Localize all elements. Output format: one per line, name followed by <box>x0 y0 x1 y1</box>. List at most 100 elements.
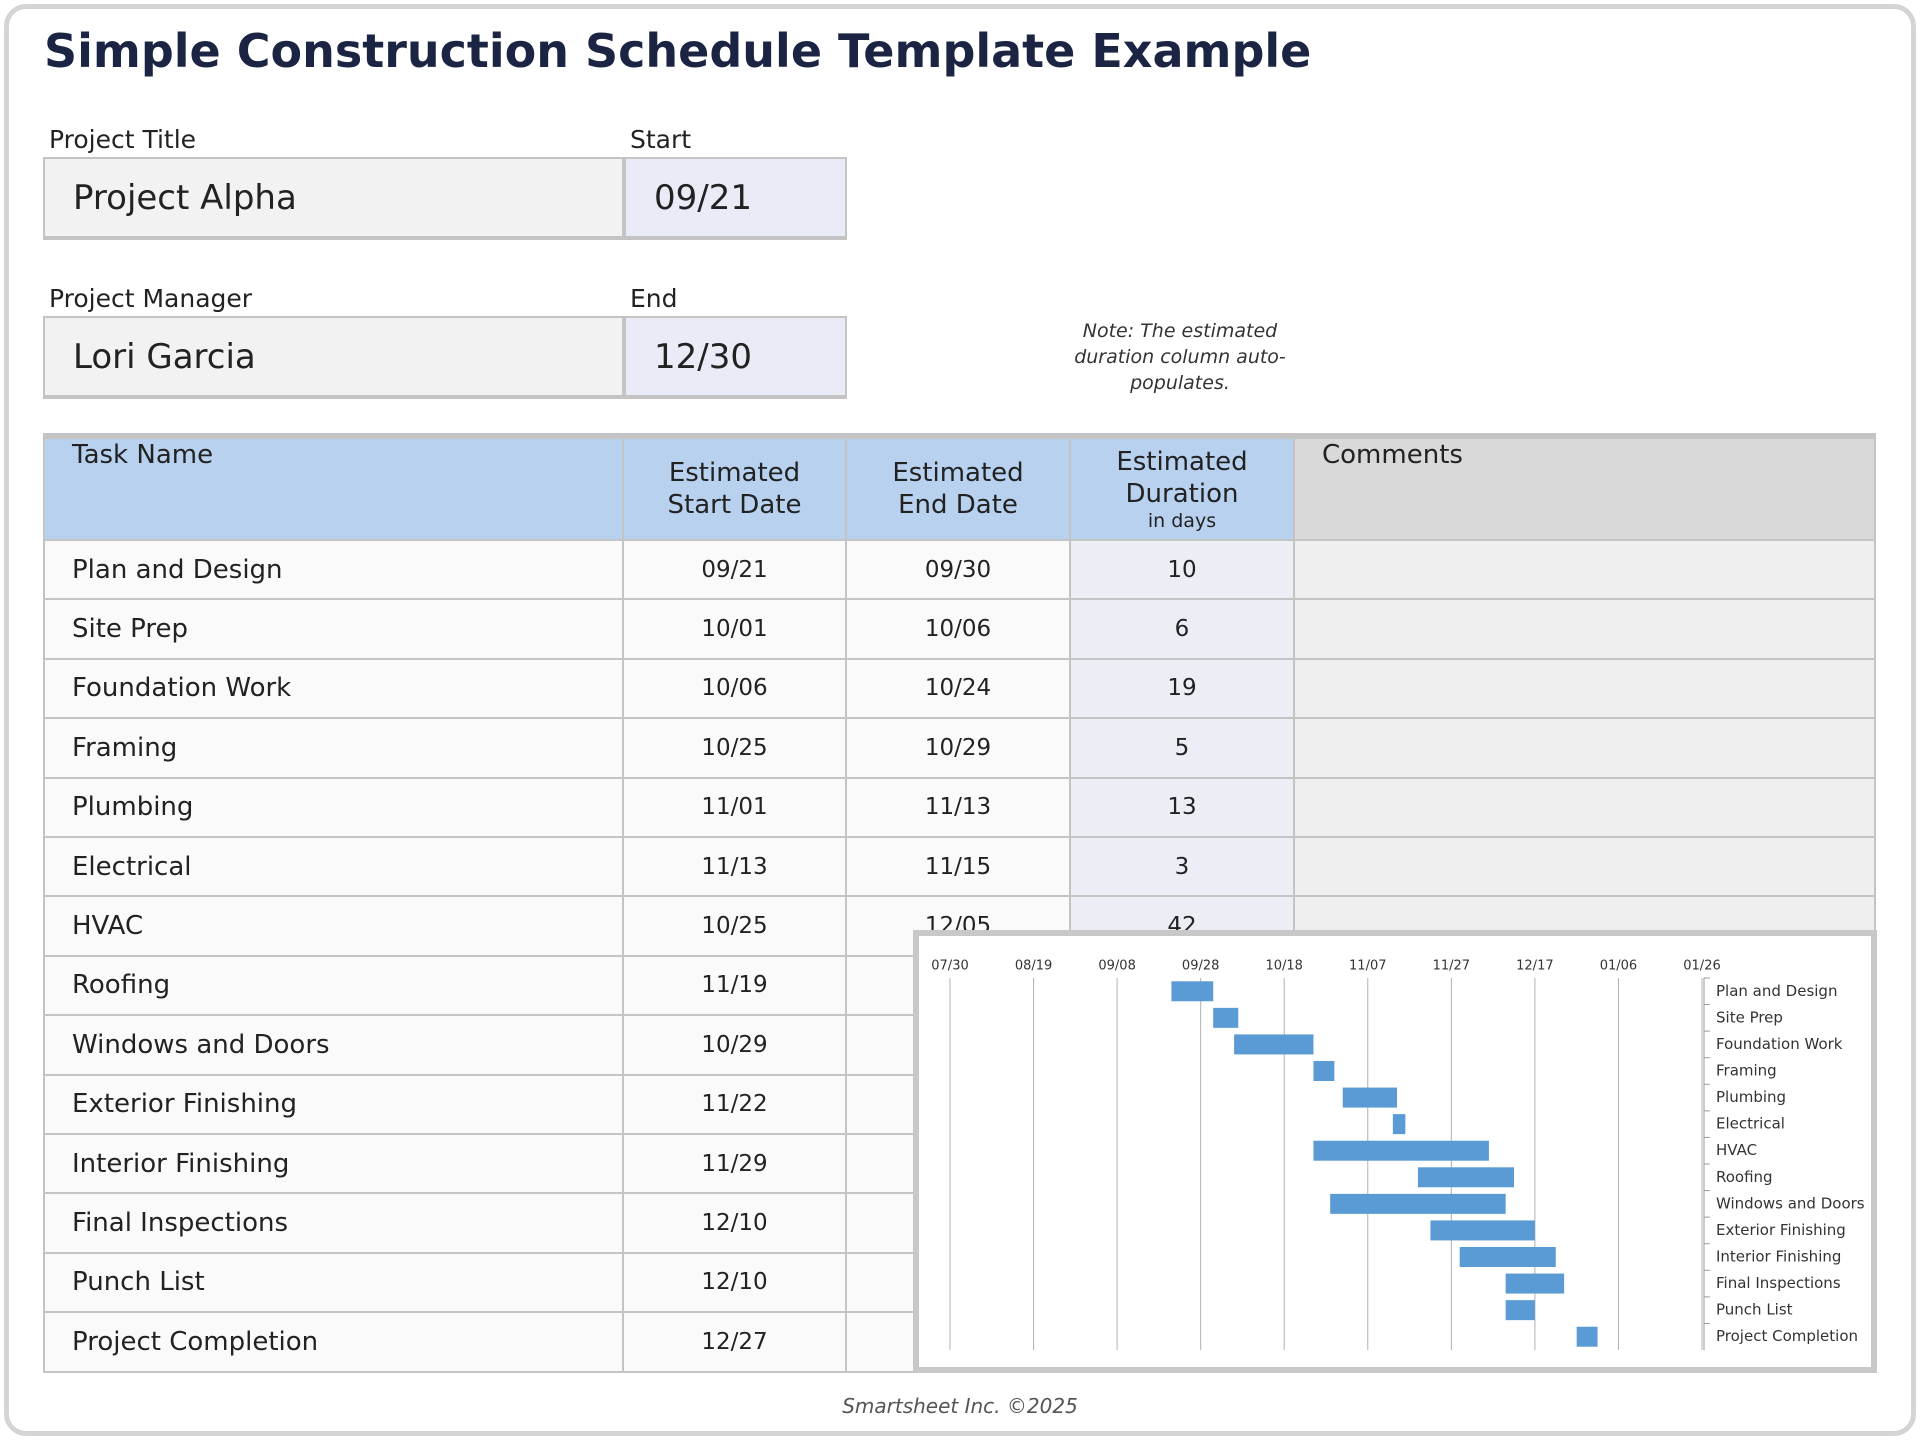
task-cell: Foundation Work <box>43 659 624 720</box>
table-cell: 5 <box>1071 719 1295 779</box>
task-cell: Interior Finishing <box>43 1135 624 1195</box>
header-cell: Estimated End Date <box>847 439 1071 541</box>
table-cell <box>1295 600 1876 660</box>
table-cell: 11/13 <box>847 778 1071 838</box>
table-cell: 10/25 <box>624 719 847 779</box>
gantt-bar <box>1392 1114 1406 1135</box>
category-label: Exterior Finishing <box>1716 1221 1846 1239</box>
gantt-bar <box>1330 1193 1506 1214</box>
category-label: Punch List <box>1716 1301 1793 1319</box>
field-label: Start <box>630 125 692 154</box>
gantt-bar <box>1505 1300 1535 1321</box>
field-value: Project Alpha <box>43 157 624 240</box>
category-label: Electrical <box>1716 1115 1785 1133</box>
category-label: Final Inspections <box>1716 1274 1841 1292</box>
frame <box>4 4 1916 1436</box>
x-tick-label: 10/18 <box>1265 959 1302 974</box>
gantt-bar <box>1417 1167 1514 1188</box>
gantt-chart: 07/30 08/19 09/08 09/28 10/18 11/07 11/27 12/17… <box>913 930 1877 1373</box>
table-cell <box>1295 838 1876 898</box>
header-cell: Estimated Start Date <box>624 439 847 541</box>
table-cell: 11/13 <box>624 838 847 898</box>
category-label: Foundation Work <box>1716 1035 1843 1053</box>
category-label: Project Completion <box>1716 1327 1858 1345</box>
header-cell: Estimated Duration in days <box>1071 439 1295 541</box>
table-cell: 10 <box>1071 541 1295 601</box>
task-cell: Final Inspections <box>43 1194 624 1254</box>
table-cell <box>1295 719 1876 779</box>
category-label: Windows and Doors <box>1716 1194 1865 1212</box>
table-cell: 11/29 <box>624 1135 847 1195</box>
gantt-bar <box>1576 1326 1598 1347</box>
field-label: Project Manager <box>49 284 253 313</box>
x-tick-label: 07/30 <box>931 959 968 974</box>
gantt-bar <box>1459 1247 1556 1267</box>
table-cell: 10/25 <box>624 897 847 957</box>
table-cell: 12/27 <box>624 1313 847 1373</box>
task-cell: HVAC <box>43 897 624 957</box>
task-cell: Framing <box>43 719 624 779</box>
category-label: Framing <box>1716 1062 1777 1080</box>
column-unit: in days <box>1147 510 1217 532</box>
table-cell: 19 <box>1071 659 1295 720</box>
category-label: Plumbing <box>1716 1088 1786 1106</box>
table-cell: 10/06 <box>624 659 847 720</box>
category-label: Site Prep <box>1716 1008 1783 1026</box>
table-cell: 12/10 <box>624 1253 847 1314</box>
task-cell: Windows and Doors <box>43 1016 624 1076</box>
task-cell: Site Prep <box>43 600 624 660</box>
x-tick-label: 11/27 <box>1433 959 1470 974</box>
table-cell: 10/29 <box>847 719 1071 779</box>
gantt-bar <box>1313 1061 1335 1081</box>
field-label: Project Title <box>49 125 197 154</box>
table-cell <box>1295 659 1876 720</box>
x-tick-label: 01/26 <box>1683 959 1720 974</box>
x-tick-label: 11/07 <box>1349 959 1386 974</box>
table-cell: 6 <box>1071 600 1295 660</box>
footer: Smartsheet Inc. ©2025 <box>842 1394 1078 1418</box>
task-cell: Plan and Design <box>43 541 624 601</box>
gantt-bar <box>1171 981 1214 1002</box>
column-header: Estimated Start Date <box>667 458 802 520</box>
column-header: Estimated Duration <box>1116 447 1248 509</box>
field-value: 12/30 <box>624 316 847 399</box>
task-cell: Electrical <box>43 838 624 898</box>
page-title: Simple Construction Schedule Template Ex… <box>44 24 1312 78</box>
gantt-bar <box>1342 1087 1398 1108</box>
gantt-bar <box>1213 1007 1239 1028</box>
table-cell: 3 <box>1071 838 1295 898</box>
x-tick-label: 09/08 <box>1098 959 1135 974</box>
table-cell: 13 <box>1071 778 1295 838</box>
table-cell: 09/30 <box>847 541 1071 601</box>
column-header: Estimated End Date <box>892 458 1024 520</box>
field-label: End <box>630 284 678 313</box>
field-value: Lori Garcia <box>43 316 624 399</box>
table-top-rule <box>43 433 1876 439</box>
column-header: Task Name <box>72 440 214 470</box>
column-header: Comments <box>1322 440 1463 470</box>
category-label: Plan and Design <box>1716 982 1837 1000</box>
table-cell: 11/22 <box>624 1075 847 1135</box>
category-label: Interior Finishing <box>1716 1248 1841 1266</box>
table-cell: 10/24 <box>847 659 1071 720</box>
x-tick-label: 08/19 <box>1015 959 1052 974</box>
table-cell: 10/29 <box>624 1016 847 1076</box>
table-cell: 11/19 <box>624 956 847 1017</box>
field-value: 09/21 <box>624 157 847 240</box>
gantt-bar <box>1234 1034 1314 1055</box>
task-cell: Roofing <box>43 956 624 1017</box>
table-cell: 10/06 <box>847 600 1071 660</box>
header-cell: Task Name <box>43 439 624 541</box>
task-cell: Punch List <box>43 1253 624 1314</box>
header-cell: Comments <box>1295 439 1876 541</box>
table-cell: 09/21 <box>624 541 847 601</box>
note: Note: The estimated duration column auto… <box>1074 320 1286 394</box>
task-cell: Exterior Finishing <box>43 1075 624 1135</box>
table-cell <box>1295 541 1876 601</box>
gantt-bar <box>1313 1140 1489 1161</box>
task-cell: Project Completion <box>43 1313 624 1373</box>
x-tick-label: 09/28 <box>1182 959 1219 974</box>
category-label: Roofing <box>1716 1168 1773 1186</box>
table-cell: 10/01 <box>624 600 847 660</box>
x-tick-label: 01/06 <box>1600 959 1637 974</box>
